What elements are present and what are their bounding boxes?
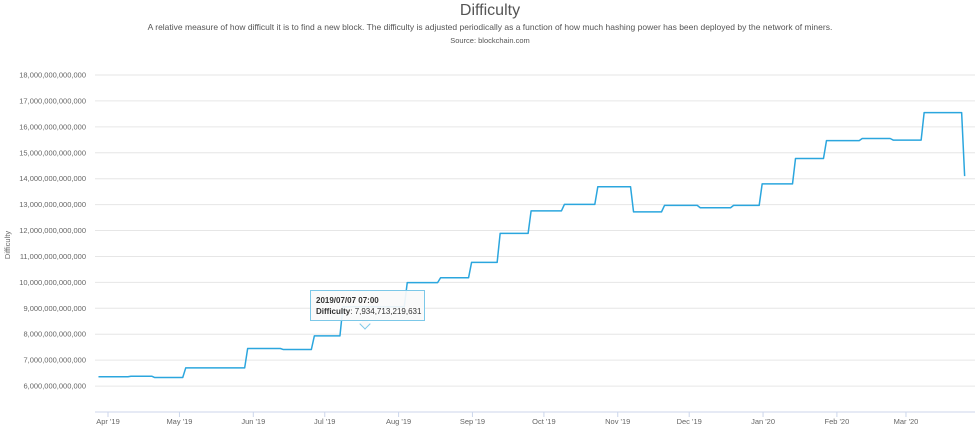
y-tick-label: 6,000,000,000,000 [23, 382, 86, 391]
y-tick-label: 7,000,000,000,000 [23, 356, 86, 365]
tooltip-value: 7,934,713,219,631 [354, 307, 422, 316]
y-tick-label: 9,000,000,000,000 [23, 304, 86, 313]
y-tick-label: 16,000,000,000,000 [19, 122, 86, 131]
x-tick-label: Nov '19 [605, 417, 630, 426]
y-axis-label: Difficulty [3, 231, 12, 259]
x-tick-label: Jun '19 [241, 417, 265, 426]
x-tick-label: Jan '20 [751, 417, 775, 426]
chart-subtitle: A relative measure of how difficult it i… [147, 22, 833, 32]
y-tick-label: 17,000,000,000,000 [19, 96, 86, 105]
tooltip-label: Difficulty [316, 307, 351, 316]
y-tick-label: 15,000,000,000,000 [19, 148, 86, 157]
y-tick-label: 14,000,000,000,000 [19, 174, 86, 183]
x-tick-label: Sep '19 [460, 417, 485, 426]
x-tick-label: Aug '19 [386, 417, 411, 426]
y-tick-label: 18,000,000,000,000 [19, 71, 86, 80]
x-tick-label: Jul '19 [314, 417, 335, 426]
y-tick-label: 13,000,000,000,000 [19, 200, 86, 209]
x-tick-label: Apr '19 [96, 417, 120, 426]
tooltip-date: 2019/07/07 07:00 [316, 296, 379, 305]
difficulty-series-line[interactable] [98, 111, 966, 379]
chart-source: Source: blockchain.com [450, 36, 530, 45]
chart-title: Difficulty [459, 2, 521, 19]
y-tick-label: 8,000,000,000,000 [23, 330, 86, 339]
y-tick-label: 12,000,000,000,000 [19, 226, 86, 235]
tooltip: 2019/07/07 07:00 Difficulty: 7,934,713,2… [310, 290, 425, 321]
x-tick-label: Oct '19 [532, 417, 556, 426]
x-tick-label: Feb '20 [824, 417, 849, 426]
x-tick-label: Mar '20 [894, 417, 919, 426]
tooltip-row: Difficulty: 7,934,713,219,631 [316, 307, 422, 316]
x-tick-label: May '19 [166, 417, 192, 426]
x-tick-label: Dec '19 [677, 417, 702, 426]
y-tick-label: 10,000,000,000,000 [19, 278, 86, 287]
y-tick-label: 11,000,000,000,000 [20, 252, 86, 261]
